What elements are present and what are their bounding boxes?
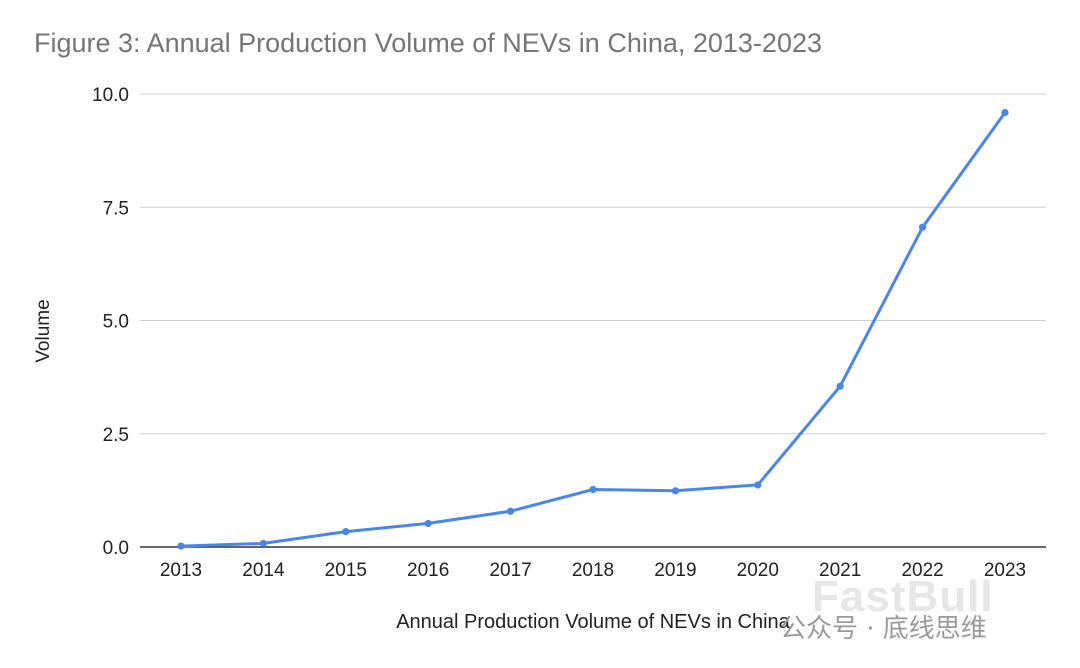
- x-tick-label: 2015: [325, 560, 367, 581]
- x-tick-label: 2014: [242, 560, 285, 581]
- x-tick-label: 2020: [737, 560, 779, 581]
- data-point: [671, 487, 680, 495]
- data-point: [754, 481, 762, 489]
- data-point: [1001, 108, 1009, 117]
- x-tick-label: 2016: [407, 560, 449, 581]
- y-tick-label: 7.5: [103, 198, 129, 219]
- y-tick-label: 2.5: [103, 425, 129, 446]
- y-axis-label: Volume: [33, 299, 54, 363]
- series-layer: [177, 108, 1009, 550]
- watermark-ghost: FastBull: [812, 572, 994, 621]
- data-point: [342, 527, 350, 536]
- data-point: [919, 223, 927, 231]
- data-point: [177, 542, 185, 550]
- gridlines: [140, 93, 1046, 435]
- x-tick-label: 2017: [489, 560, 531, 581]
- data-point: [424, 519, 432, 528]
- data-point: [259, 539, 267, 547]
- x-tick-label: 2021: [819, 560, 861, 581]
- x-tick-label: 2019: [654, 560, 696, 581]
- watermark: 公众号 · 底线思维: [780, 614, 987, 644]
- data-point: [836, 382, 844, 390]
- data-point: [589, 485, 597, 494]
- x-tick-label: 2023: [984, 560, 1026, 581]
- x-axis-ticks: 2013 2014 2015 2016 2017 2018 2019 2020 2021 2022…: [160, 560, 1026, 581]
- chart-title: Figure 3: Annual Production Volume of NE…: [34, 28, 822, 58]
- data-point: [507, 507, 515, 515]
- y-axis-ticks: 0.0 2.5 5.0 7.5 10.0: [92, 85, 129, 559]
- x-tick-label: 2022: [901, 560, 943, 581]
- y-tick-label: 5.0: [103, 312, 129, 333]
- x-tick-label: 2018: [572, 560, 614, 581]
- y-tick-label: 0.0: [103, 538, 129, 559]
- x-axis-label: Annual Production Volume of NEVs in Chin…: [396, 611, 790, 633]
- series-line: [179, 111, 1007, 548]
- x-tick-label: 2013: [160, 560, 202, 581]
- y-tick-label: 10.0: [92, 85, 129, 106]
